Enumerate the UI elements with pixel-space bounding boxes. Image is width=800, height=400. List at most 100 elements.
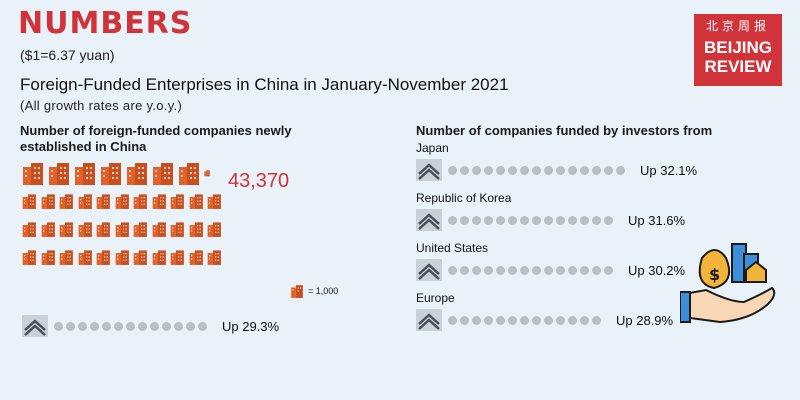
dot (544, 316, 553, 325)
investor-growth-value: Up 28.9% (616, 313, 673, 328)
building-row (22, 161, 222, 185)
dot (496, 316, 505, 325)
building-icon (178, 161, 200, 185)
up-chevron-icon (416, 259, 442, 281)
dot (174, 322, 183, 331)
money-hand-icon: $ (680, 232, 780, 332)
building-icon (78, 245, 93, 269)
dot (556, 316, 565, 325)
investor-name: Japan (416, 141, 449, 155)
dot (66, 322, 75, 331)
building-icon (59, 245, 74, 269)
building-icon (115, 217, 130, 241)
legend-value: = 1,000 (308, 286, 338, 296)
dot (532, 266, 541, 275)
building-icon (126, 161, 148, 185)
building-icon (22, 189, 37, 213)
headline: Foreign-Funded Enterprises in China in J… (20, 75, 509, 95)
growth-note: (All growth rates are y.o.y.) (20, 98, 182, 113)
dot (544, 266, 553, 275)
dot (592, 166, 601, 175)
investor-growth-value: Up 30.2% (628, 263, 685, 278)
investor-growth-row: Up 31.6% (416, 209, 685, 231)
investor-name: United States (416, 241, 488, 255)
dot (460, 266, 469, 275)
dot (448, 316, 457, 325)
building-icon (41, 189, 56, 213)
building-icon (189, 245, 204, 269)
building-icon (207, 217, 222, 241)
dot (580, 216, 589, 225)
building-icon (96, 189, 111, 213)
dot (54, 322, 63, 331)
investor-growth-value: Up 32.1% (640, 163, 697, 178)
dot (580, 166, 589, 175)
building-icon (170, 245, 185, 269)
total-companies: 43,370 (228, 170, 289, 193)
dot (484, 266, 493, 275)
left-section-label: Number of foreign-funded companies newly… (20, 123, 320, 155)
building-icon (152, 245, 167, 269)
dot (568, 166, 577, 175)
dot (460, 216, 469, 225)
dot-bar (54, 322, 210, 331)
building-grid (22, 161, 222, 273)
building-icon (152, 161, 174, 185)
building-icon (204, 161, 210, 185)
building-icon (189, 217, 204, 241)
building-icon (22, 217, 37, 241)
building-icon (207, 245, 222, 269)
building-icon (115, 189, 130, 213)
building-icon (59, 217, 74, 241)
dot (580, 316, 589, 325)
dot (472, 316, 481, 325)
dot (448, 166, 457, 175)
investor-name: Republic of Korea (416, 191, 511, 205)
building-icon (133, 217, 148, 241)
dot (544, 216, 553, 225)
dot (592, 266, 601, 275)
dot (556, 166, 565, 175)
dot (138, 322, 147, 331)
up-chevron-icon (22, 315, 48, 337)
dot (556, 216, 565, 225)
up-chevron-icon (416, 309, 442, 331)
dot (448, 266, 457, 275)
building-icon (59, 189, 74, 213)
dot (484, 166, 493, 175)
up-chevron-icon (416, 159, 442, 181)
dot (532, 216, 541, 225)
dot (532, 316, 541, 325)
dot (604, 166, 613, 175)
building-icon (189, 189, 204, 213)
right-section-label: Number of companies funded by investors … (416, 123, 712, 138)
investor-growth-value: Up 31.6% (628, 213, 685, 228)
building-icon (96, 217, 111, 241)
investor-growth-row: Up 28.9% (416, 309, 673, 331)
dot (520, 316, 529, 325)
dot (186, 322, 195, 331)
building-icon (290, 284, 304, 298)
building-icon (152, 189, 167, 213)
dot (604, 216, 613, 225)
dot (616, 166, 625, 175)
building-icon (78, 189, 93, 213)
building-icon (115, 245, 130, 269)
dot (162, 322, 171, 331)
dot (580, 266, 589, 275)
building-icon (74, 161, 96, 185)
dot (520, 216, 529, 225)
dot (508, 266, 517, 275)
dot (198, 322, 207, 331)
dot (604, 266, 613, 275)
dot (150, 322, 159, 331)
investor-growth-row: Up 32.1% (416, 159, 697, 181)
building-icon (100, 161, 122, 185)
left-growth-value: Up 29.3% (222, 319, 279, 334)
dot (460, 166, 469, 175)
logo-line1: BEIJING (694, 38, 782, 57)
dot (472, 166, 481, 175)
dot (472, 266, 481, 275)
dot-bar (448, 166, 628, 175)
dot (90, 322, 99, 331)
